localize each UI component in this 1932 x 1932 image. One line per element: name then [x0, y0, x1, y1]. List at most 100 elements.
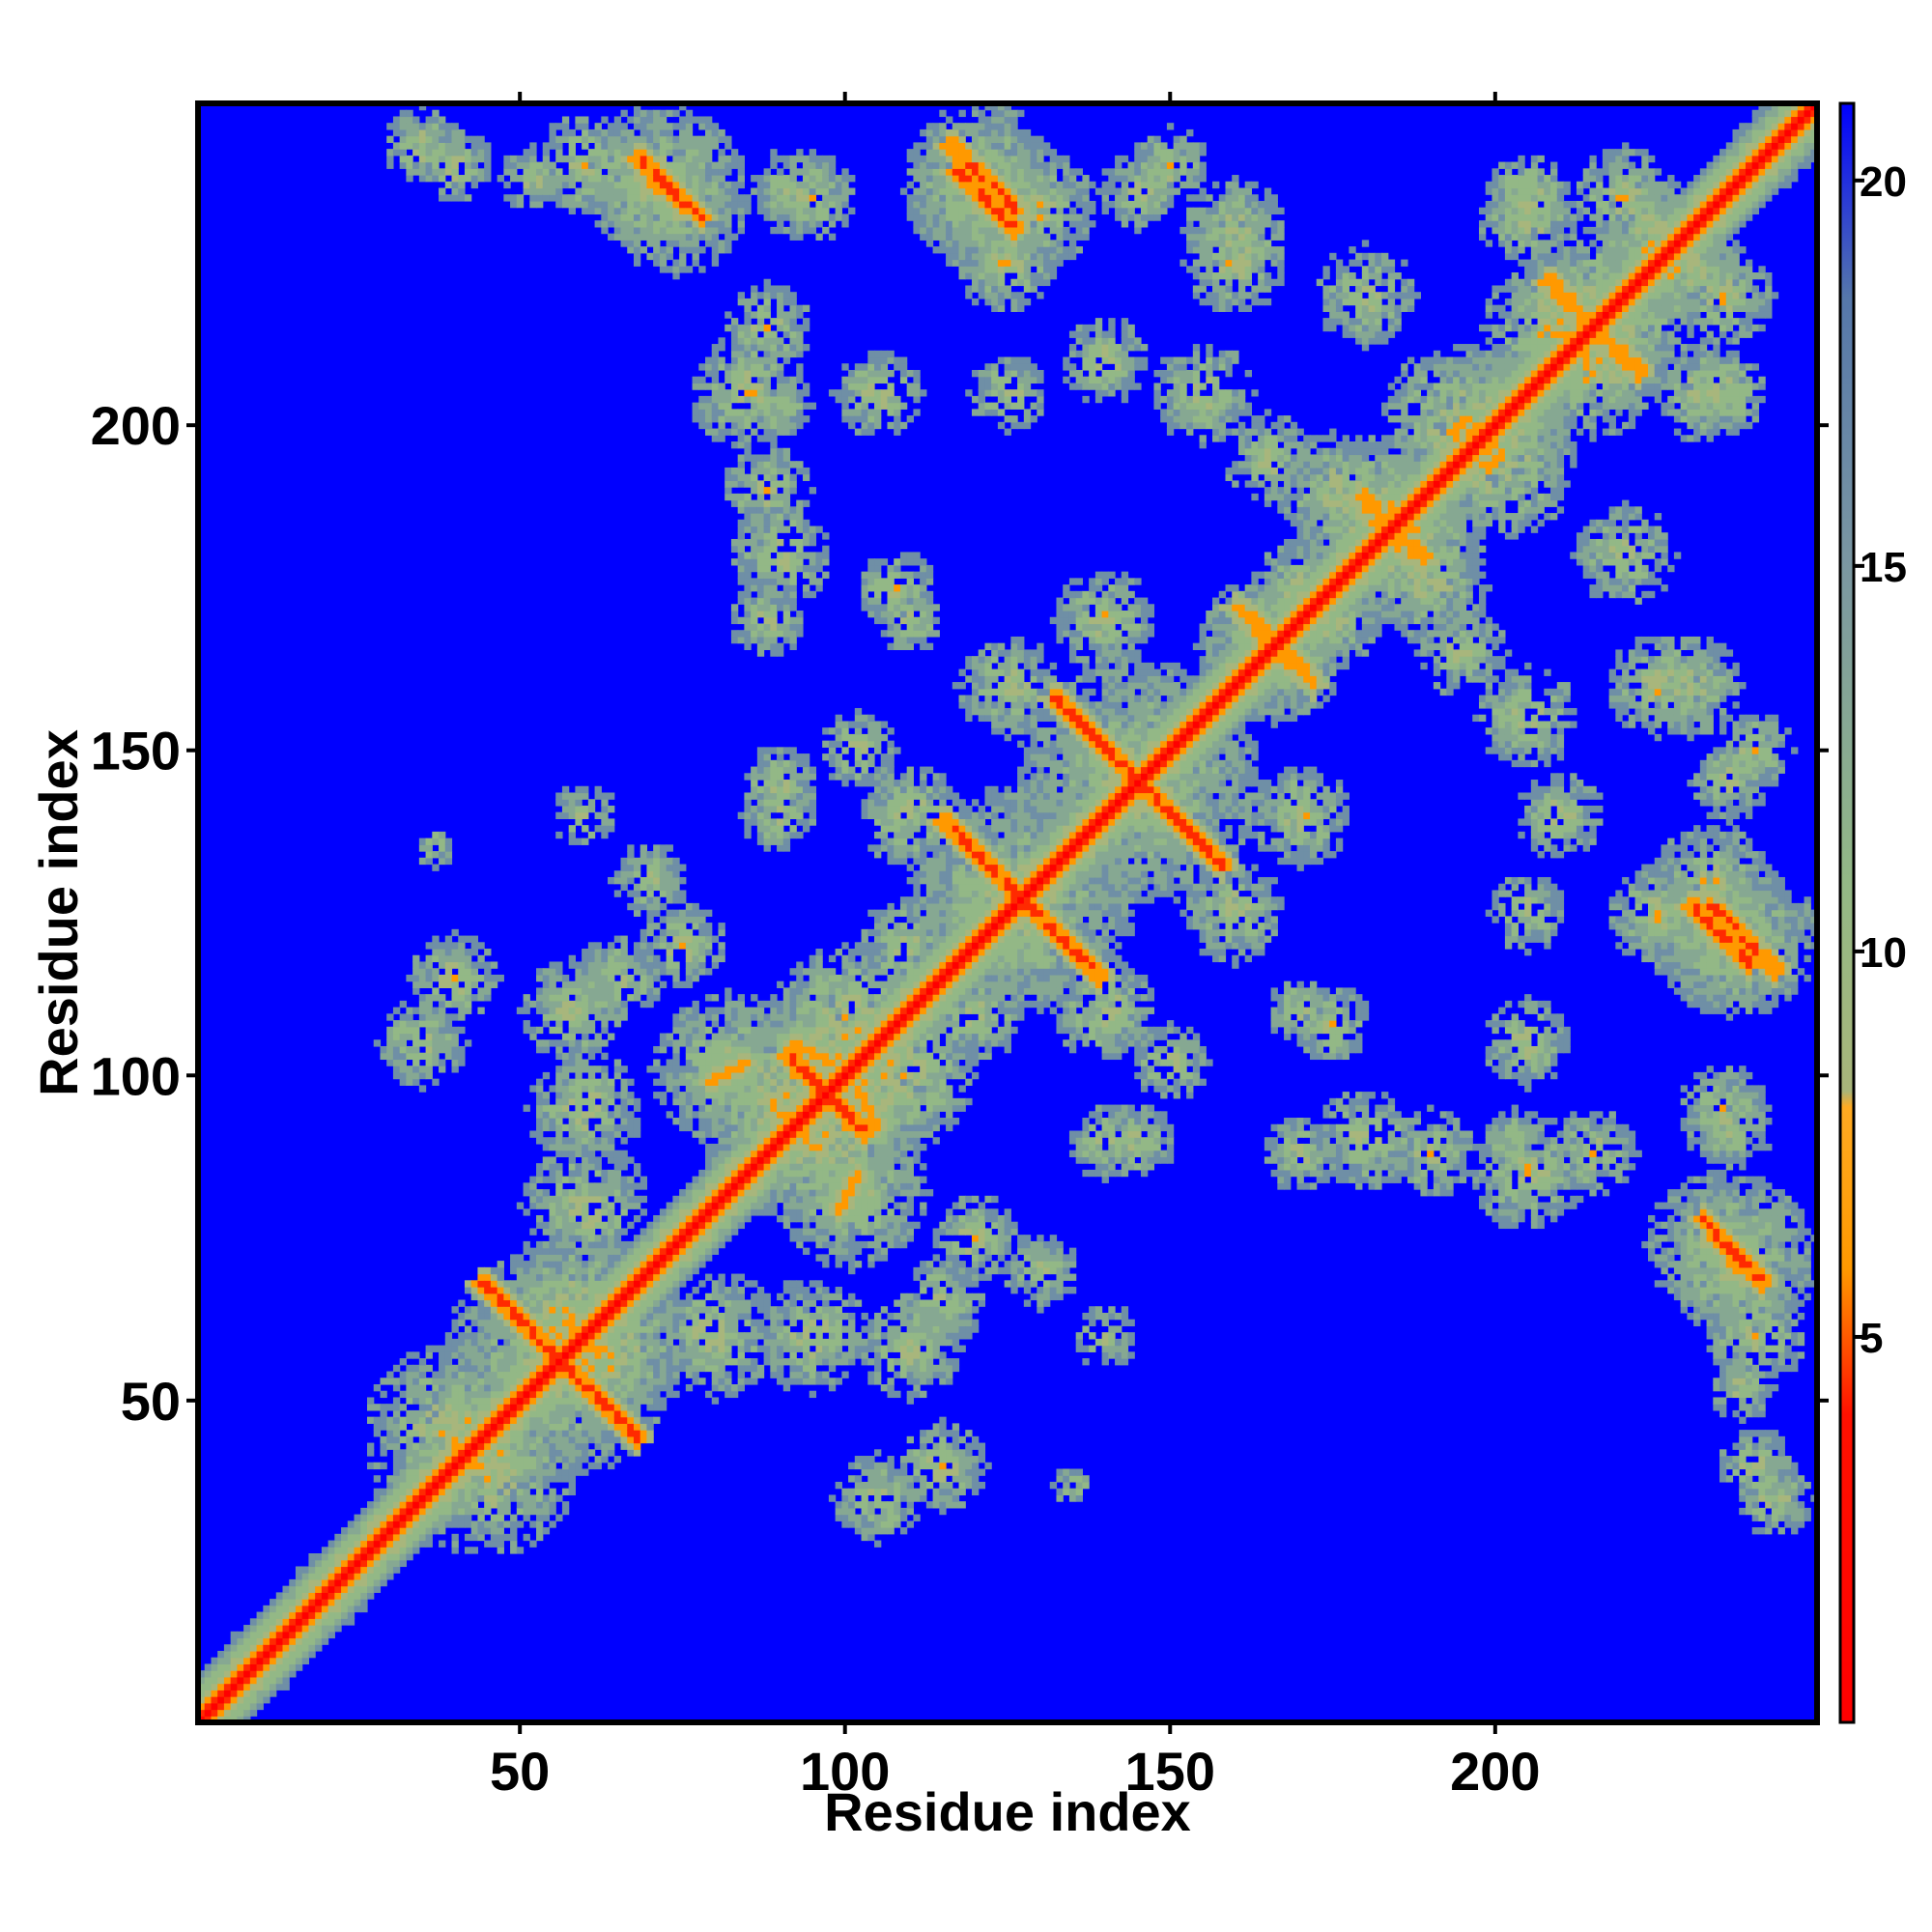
heatmap-cell: [601, 128, 609, 137]
heatmap-cell: [568, 1449, 576, 1457]
heatmap-cell: [705, 1052, 713, 1061]
heatmap-cell: [679, 200, 687, 209]
heatmap-cell: [406, 1026, 413, 1035]
heatmap-cell: [568, 1475, 576, 1483]
heatmap-cell: [536, 1000, 544, 1009]
heatmap-cell: [458, 1501, 466, 1509]
heatmap-cell: [289, 1599, 297, 1606]
heatmap-cell: [503, 1520, 511, 1528]
heatmap-cell: [730, 493, 739, 501]
heatmap-cell: [620, 1123, 628, 1132]
heatmap-cell: [763, 473, 771, 481]
heatmap-cell: [582, 1156, 589, 1164]
heatmap-cell: [633, 1273, 641, 1281]
heatmap-cell: [711, 409, 720, 416]
heatmap-cell: [561, 1189, 570, 1197]
heatmap-cell: [679, 1078, 687, 1086]
heatmap-cell: [770, 590, 778, 599]
heatmap-cell: [608, 1214, 615, 1223]
heatmap-cell: [620, 149, 628, 156]
heatmap-cell: [756, 1332, 765, 1340]
heatmap-cell: [763, 558, 771, 566]
heatmap-cell: [542, 1501, 551, 1509]
heatmap-cell: [770, 389, 778, 397]
heatmap-cell: [737, 1371, 745, 1378]
heatmap-cell: [730, 1007, 739, 1014]
heatmap-cell: [451, 168, 459, 176]
heatmap-cell: [692, 1013, 699, 1021]
heatmap-cell: [620, 1150, 628, 1158]
heatmap-cell: [464, 974, 472, 982]
heatmap-cell: [692, 974, 699, 982]
heatmap-cell: [582, 1235, 589, 1242]
heatmap-cell: [354, 1605, 361, 1613]
heatmap-cell: [711, 187, 720, 195]
heatmap-cell: [639, 1319, 648, 1327]
heatmap-cell: [608, 1182, 615, 1190]
heatmap-cell: [497, 1378, 504, 1385]
heatmap-cell: [575, 1189, 582, 1197]
heatmap-cell: [529, 1182, 537, 1190]
heatmap-cell: [685, 902, 694, 911]
heatmap-cell: [613, 1409, 622, 1418]
heatmap-cell: [627, 994, 635, 1002]
heatmap-cell: [536, 1462, 544, 1470]
heatmap-cell: [406, 1533, 413, 1542]
heatmap-cell: [536, 1026, 544, 1035]
heatmap-cell: [685, 1228, 694, 1236]
heatmap-cell: [198, 1676, 206, 1685]
heatmap-cell: [601, 1235, 609, 1242]
heatmap-cell: [711, 1208, 720, 1216]
heatmap-cell: [685, 1306, 694, 1314]
heatmap-cell: [594, 1182, 602, 1190]
heatmap-cell: [523, 1306, 530, 1314]
heatmap-cell: [211, 1690, 218, 1697]
heatmap-cell: [639, 1287, 648, 1294]
heatmap-cell: [653, 161, 661, 169]
heatmap-cell: [575, 1195, 582, 1204]
heatmap-cell: [561, 1240, 570, 1249]
heatmap-cell: [685, 1351, 694, 1359]
heatmap-cell: [653, 1312, 661, 1321]
heatmap-cell: [418, 1085, 427, 1093]
heatmap-cell: [620, 935, 628, 943]
heatmap-cell: [536, 200, 544, 209]
heatmap-cell: [705, 194, 713, 202]
heatmap-cell: [751, 1332, 758, 1340]
heatmap-cell: [756, 344, 765, 352]
heatmap-cell: [516, 1364, 525, 1373]
heatmap-cell: [672, 213, 680, 221]
heatmap-cell: [724, 240, 732, 247]
heatmap-cell: [392, 128, 401, 137]
heatmap-cell: [582, 1468, 589, 1476]
heatmap-cell: [523, 1319, 530, 1327]
heatmap-cell: [484, 1481, 492, 1490]
heatmap-cell: [418, 994, 427, 1002]
heatmap-cell: [594, 1143, 602, 1151]
heatmap-cell: [510, 1430, 518, 1437]
heatmap-cell: [561, 1475, 570, 1483]
heatmap-cell: [555, 1071, 563, 1080]
heatmap-cell: [582, 1137, 589, 1145]
heatmap-cell: [692, 1071, 699, 1080]
heatmap-cell: [542, 1111, 551, 1119]
heatmap-cell: [392, 1020, 401, 1028]
heatmap-cell: [770, 1169, 778, 1178]
heatmap-cell: [627, 1266, 635, 1275]
heatmap-cell: [601, 980, 609, 988]
heatmap-cell: [608, 1371, 615, 1378]
heatmap-cell: [256, 1670, 264, 1678]
heatmap-cell: [633, 1202, 641, 1209]
heatmap-cell: [418, 1520, 427, 1528]
heatmap-cell: [412, 1059, 420, 1066]
heatmap-cell: [444, 135, 453, 143]
heatmap-cell: [439, 1442, 446, 1450]
heatmap-cell: [744, 350, 752, 358]
heatmap-cell: [334, 1618, 342, 1626]
heatmap-cell: [392, 1059, 401, 1066]
heatmap-cell: [529, 1195, 537, 1204]
heatmap-cell: [484, 155, 492, 163]
heatmap-cell: [756, 759, 765, 768]
heatmap-cell: [705, 1345, 713, 1352]
